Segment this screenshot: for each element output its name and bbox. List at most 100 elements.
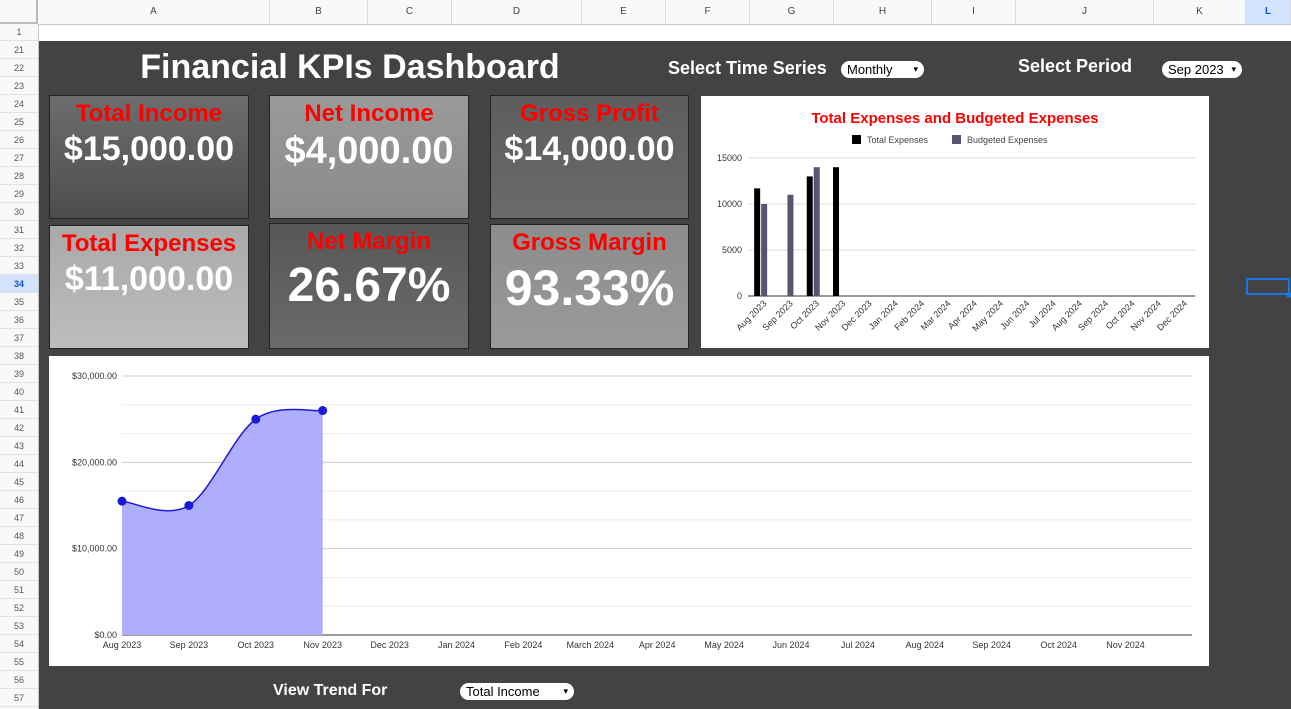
trend-area-chart[interactable]: $0.00 $10,000.00 $20,000.00 $30,000.00 Aug 2… (49, 356, 1209, 666)
row-header-36[interactable]: 36 (0, 311, 38, 329)
row-header-39[interactable]: 39 (0, 365, 38, 383)
column-header-H[interactable]: H (834, 0, 932, 24)
row-header-bar: 1 21 22 23 24 25 26 27 28 29 30 31 32 33 34 35 36 37 38 39 4… (0, 24, 39, 709)
time-series-label: Select Time Series (668, 58, 827, 78)
row-header-48[interactable]: 48 (0, 527, 38, 545)
row-header-34[interactable]: 34 (0, 275, 38, 293)
row-header-47[interactable]: 47 (0, 509, 38, 527)
column-header-A[interactable]: A (38, 0, 270, 24)
row-header-1[interactable]: 1 (0, 24, 38, 41)
row-header-52[interactable]: 52 (0, 599, 38, 617)
kpi-value: $11,000.00 (64, 260, 234, 298)
kpi-label: Total Expenses (61, 230, 237, 257)
y-tick-label: $0.00 (94, 630, 117, 640)
bar-chart-svg: Total Expenses and Budgeted Expenses Tota… (717, 110, 1195, 333)
row-header-50[interactable]: 50 (0, 563, 38, 581)
column-header-D[interactable]: D (452, 0, 582, 24)
row-header-26[interactable]: 26 (0, 131, 38, 149)
row-header-54[interactable]: 54 (0, 635, 38, 653)
kpi-card-net-income: Net Income $4,000.00 (269, 95, 469, 219)
data-point (184, 501, 194, 510)
row-header-35[interactable]: 35 (0, 293, 38, 311)
row-header-31[interactable]: 31 (0, 221, 38, 239)
row-header-44[interactable]: 44 (0, 455, 38, 473)
legend-label: Budgeted Expenses (967, 135, 1048, 145)
row-header-57[interactable]: 57 (0, 689, 38, 707)
column-header-K[interactable]: K (1154, 0, 1246, 24)
row-header-24[interactable]: 24 (0, 95, 38, 113)
y-tick-label: $10,000.00 (72, 544, 117, 554)
time-series-dropdown[interactable]: Monthly ▾ (841, 61, 924, 78)
fill-handle[interactable] (1286, 292, 1291, 298)
bar (833, 167, 840, 296)
kpi-value: 93.33% (504, 260, 675, 316)
row-header-38[interactable]: 38 (0, 347, 38, 365)
chevron-down-icon: ▾ (1231, 64, 1236, 74)
row-header-49[interactable]: 49 (0, 545, 38, 563)
kpi-card-net-margin: Net Margin 26.67% (269, 223, 469, 349)
column-header-L[interactable]: L (1246, 0, 1291, 24)
x-tick-label: Jun 2024 (772, 640, 809, 650)
row-header-28[interactable]: 28 (0, 167, 38, 185)
row-header-51[interactable]: 51 (0, 581, 38, 599)
kpi-value: $15,000.00 (63, 130, 235, 168)
y-tick-label: $30,000.00 (72, 371, 117, 381)
selected-cell[interactable] (1246, 278, 1290, 295)
column-header-I[interactable]: I (932, 0, 1016, 24)
row-header-27[interactable]: 27 (0, 149, 38, 167)
row-header-21[interactable]: 21 (0, 41, 38, 59)
kpi-label: Net Margin (306, 228, 431, 255)
row-header-23[interactable]: 23 (0, 77, 38, 95)
kpi-card-gross-profit: Gross Profit $14,000.00 (490, 95, 689, 219)
row-header-22[interactable]: 22 (0, 59, 38, 77)
row-header-56[interactable]: 56 (0, 671, 38, 689)
column-header-C[interactable]: C (368, 0, 452, 24)
row-header-25[interactable]: 25 (0, 113, 38, 131)
row-header-30[interactable]: 30 (0, 203, 38, 221)
row-header-33[interactable]: 33 (0, 257, 38, 275)
kpi-label: Total Income (75, 100, 223, 127)
period-dropdown[interactable]: Sep 2023 ▾ (1162, 61, 1242, 78)
x-tick-label: Sep 2023 (170, 640, 209, 650)
row-header-37[interactable]: 37 (0, 329, 38, 347)
column-header-F[interactable]: F (666, 0, 750, 24)
kpi-label: Gross Margin (512, 229, 667, 256)
bar (754, 188, 761, 296)
x-tick-label: Jan 2024 (438, 640, 475, 650)
x-tick-label: Aug 2023 (103, 640, 142, 650)
row-header-55[interactable]: 55 (0, 653, 38, 671)
x-tick-label: Jun 2024 (998, 298, 1031, 331)
row-header-43[interactable]: 43 (0, 437, 38, 455)
expenses-bar-chart[interactable]: Total Expenses and Budgeted Expenses Tota… (701, 96, 1209, 348)
row-header-45[interactable]: 45 (0, 473, 38, 491)
row-header-46[interactable]: 46 (0, 491, 38, 509)
kpi-value: $14,000.00 (504, 130, 675, 168)
dashboard-title: Financial KPIs Dashboard (140, 48, 560, 86)
x-tick-label: Aug 2024 (906, 640, 945, 650)
select-all-corner[interactable] (0, 0, 38, 24)
row-header-32[interactable]: 32 (0, 239, 38, 257)
y-tick-label: 10000 (717, 199, 742, 209)
row-header-29[interactable]: 29 (0, 185, 38, 203)
x-tick-label: Jul 2024 (841, 640, 875, 650)
row-header-53[interactable]: 53 (0, 617, 38, 635)
x-tick-label: Apr 2024 (639, 640, 676, 650)
trend-line (121, 408, 323, 512)
area-chart-svg: $0.00 $10,000.00 $20,000.00 $30,000.00 Aug 2… (72, 371, 1192, 650)
row-header-40[interactable]: 40 (0, 383, 38, 401)
trend-dropdown[interactable]: Total Income ▾ (460, 683, 574, 700)
bar (806, 176, 813, 296)
x-tick-label: Dec 2023 (370, 640, 409, 650)
bar (813, 167, 820, 296)
row-header-42[interactable]: 42 (0, 419, 38, 437)
x-tick-label: Sep 2024 (972, 640, 1011, 650)
chevron-down-icon: ▾ (913, 64, 918, 74)
legend-swatch (952, 135, 961, 144)
column-header-J[interactable]: J (1016, 0, 1154, 24)
data-point (251, 414, 261, 424)
column-header-B[interactable]: B (270, 0, 368, 24)
column-header-G[interactable]: G (750, 0, 834, 24)
row-header-41[interactable]: 41 (0, 401, 38, 419)
column-header-E[interactable]: E (582, 0, 666, 24)
